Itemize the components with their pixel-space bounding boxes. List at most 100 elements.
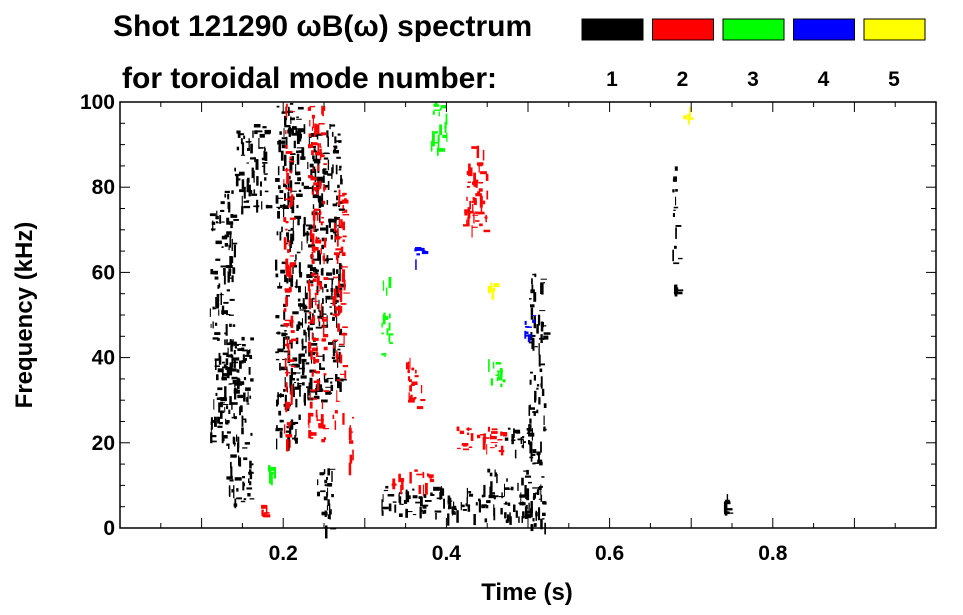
spectrum-mark xyxy=(316,304,319,310)
spectrum-mark xyxy=(246,487,253,490)
spectrum-mark xyxy=(513,428,515,438)
spectrum-mark xyxy=(500,431,503,436)
spectrum-mark xyxy=(308,288,311,300)
spectrum-mark xyxy=(231,376,238,380)
spectrum-mark xyxy=(294,438,298,444)
spectrum-mark xyxy=(296,172,299,176)
spectrum-mark xyxy=(321,154,325,158)
spectrum-mark xyxy=(234,167,236,172)
spectrum-mark xyxy=(310,389,316,392)
spectrum-mark xyxy=(275,273,279,278)
spectrum-mark xyxy=(213,399,215,410)
spectrum-mark xyxy=(307,264,313,268)
spectrum-mark xyxy=(334,410,338,414)
spectrum-mark xyxy=(253,189,256,194)
spectrum-mark xyxy=(501,432,508,435)
spectrum-mark xyxy=(336,258,339,264)
mode-4-region xyxy=(414,247,429,270)
spectrum-mark xyxy=(472,197,475,201)
spectrum-mark xyxy=(465,503,468,507)
spectrum-mark xyxy=(242,344,246,347)
spectrum-mark xyxy=(725,508,733,511)
spectrum-mark xyxy=(542,518,545,520)
spectrum-mark xyxy=(288,423,296,426)
spectrum-mark xyxy=(335,269,339,274)
spectrum-mark xyxy=(312,398,317,400)
spectrum-mark xyxy=(534,396,537,403)
spectrum-mark xyxy=(289,180,293,192)
spectrum-mark xyxy=(538,498,542,500)
spectrum-mark xyxy=(262,126,267,129)
spectrum-mark xyxy=(338,168,342,171)
spectrum-mark xyxy=(214,276,219,280)
spectrum-mark xyxy=(302,306,308,310)
spectrum-mark xyxy=(265,505,268,515)
spectrum-mark xyxy=(285,434,293,438)
spectrum-mark xyxy=(308,341,311,353)
spectrum-mark xyxy=(312,194,319,199)
spectrum-mark xyxy=(319,367,325,370)
spectrum-mark xyxy=(284,115,287,125)
spectrum-mark xyxy=(301,365,305,376)
spectrum-mark xyxy=(515,510,518,518)
spectrum-mark xyxy=(543,415,545,425)
spectrum-mark xyxy=(524,485,527,496)
spectrum-mark xyxy=(415,501,420,504)
spectrum-mark xyxy=(409,379,412,382)
spectrum-mark xyxy=(483,229,491,233)
spectrum-mark xyxy=(222,366,226,369)
spectrum-mark xyxy=(327,468,331,476)
spectrum-mark xyxy=(427,473,430,477)
spectrum-mark xyxy=(261,504,266,507)
spectrum-mark xyxy=(540,334,543,343)
spectrum-mark xyxy=(289,321,292,327)
spectrum-mark xyxy=(677,291,683,295)
spectrum-mark xyxy=(686,118,689,121)
spectrum-mark xyxy=(290,188,292,194)
spectrum-mark xyxy=(313,229,318,232)
spectrum-mark xyxy=(248,478,250,483)
spectrum-mark xyxy=(226,314,231,316)
spectrum-mark xyxy=(529,418,532,424)
spectrum-mark xyxy=(212,337,219,340)
spectrum-mark xyxy=(296,378,300,381)
spectrum-mark xyxy=(288,229,291,232)
spectrum-mark xyxy=(305,224,312,227)
spectrum-mark xyxy=(310,319,313,322)
spectrum-mark xyxy=(530,371,533,374)
spectrum-mark xyxy=(459,430,465,434)
spectrum-mark xyxy=(338,218,340,227)
spectrum-mark xyxy=(339,328,343,336)
spectrum-mark xyxy=(283,310,286,320)
spectrum-mark xyxy=(284,274,287,283)
spectrum-mark xyxy=(242,354,245,363)
spectrum-mark xyxy=(248,184,251,197)
spectrum-mark xyxy=(430,492,433,496)
spectrum-mark xyxy=(320,303,323,316)
spectrum-mark xyxy=(253,170,255,183)
spectrum-mark xyxy=(488,359,490,372)
spectrum-mark xyxy=(303,310,310,313)
spectrum-mark xyxy=(501,492,503,499)
spectrum-mark xyxy=(538,354,541,367)
spectrum-mark xyxy=(433,104,439,107)
legend-swatch-mode-1 xyxy=(581,18,644,41)
spectrum-mark xyxy=(284,117,287,121)
spectrum-mark xyxy=(308,328,310,341)
spectrum-mark xyxy=(292,357,298,362)
spectrum-mark xyxy=(467,432,470,435)
spectrum-mark xyxy=(335,164,338,175)
spectrum-mark xyxy=(313,182,318,186)
spectrum-mark xyxy=(468,446,473,448)
spectrum-mark xyxy=(286,232,288,237)
spectrum-mark xyxy=(250,432,253,436)
spectrum-mark xyxy=(310,177,317,181)
spectrum-mark xyxy=(339,289,343,303)
spectrum-mark xyxy=(530,449,533,462)
spectrum-mark xyxy=(338,274,341,282)
y-tick-label: 40 xyxy=(92,347,115,370)
spectrum-mark xyxy=(313,369,317,372)
spectrum-mark xyxy=(726,494,729,504)
spectrum-mark xyxy=(241,142,245,155)
spectrum-mark xyxy=(511,434,514,445)
